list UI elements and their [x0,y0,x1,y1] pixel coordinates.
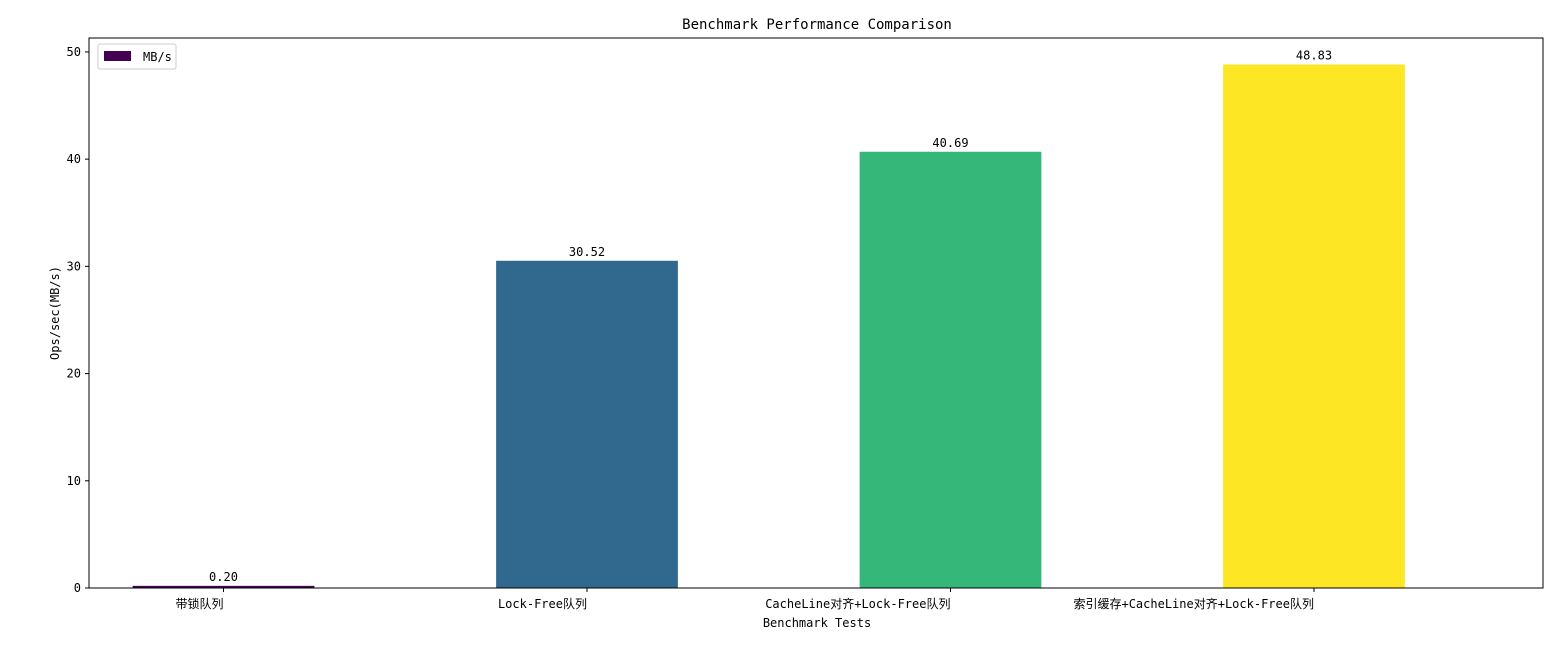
y-tick-label-40: 40 [67,152,81,166]
y-tick-label-50: 50 [67,45,81,59]
x-axis-label: Benchmark Tests [763,616,871,630]
data-label-1: 0.20 [209,570,238,584]
legend-swatch [104,51,131,61]
x-tick-label-3: CacheLine对齐+Lock-Free队列 [765,596,950,611]
x-tick-label-1: 带锁队列 [175,596,223,611]
x-tick-label-4: 索引缓存+CacheLine对齐+Lock-Free队列 [1073,596,1314,611]
legend-label: MB/s [143,50,172,64]
plot-area: 0.20 30.52 40.69 48.83 0 10 20 30 40 50 带锁队列 Lock-F… [67,37,1544,611]
y-tick-label-10: 10 [67,474,81,488]
legend: MB/s [97,43,177,70]
y-tick-label-20: 20 [67,367,81,381]
y-axis-label: Ops/sec(MB/s) [48,266,62,360]
chart-title: Benchmark Performance Comparison [682,17,952,33]
data-label-2: 30.52 [569,245,605,259]
data-label-4: 48.83 [1296,48,1332,62]
bar-4 [1223,64,1405,588]
plot-frame [88,37,1544,589]
legend-box [97,43,177,70]
x-tick-label-2: Lock-Free队列 [498,596,587,611]
data-label-3: 40.69 [932,136,968,150]
y-tick-label-30: 30 [67,259,81,273]
bar-3 [859,151,1042,588]
bar-1 [132,585,315,588]
y-tick-label-0: 0 [74,581,81,595]
bar-2 [496,260,678,588]
